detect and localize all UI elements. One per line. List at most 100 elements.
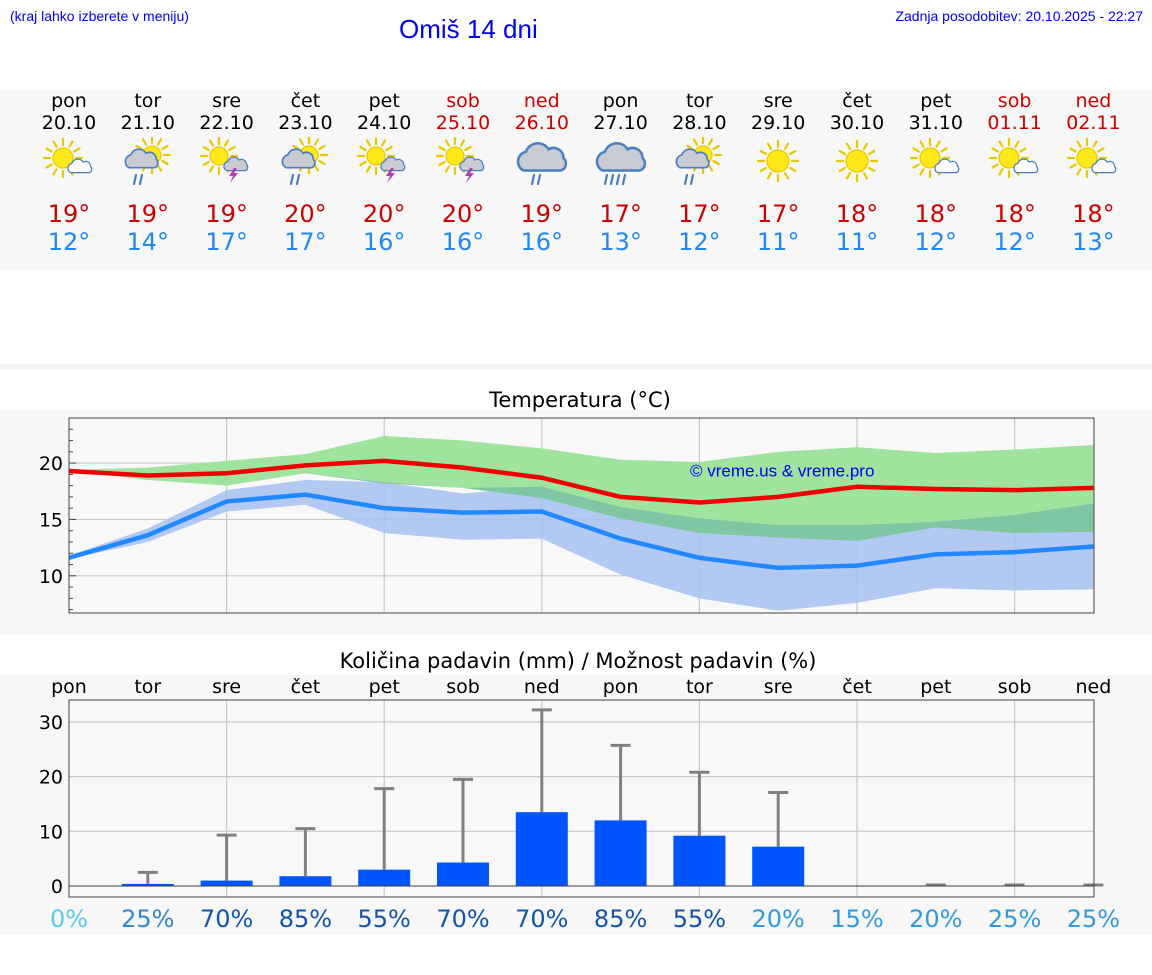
plot-frame: [68, 417, 1095, 614]
min-temp-band: [69, 479, 1094, 611]
separator: [0, 364, 1152, 370]
day-date: 29.10: [750, 112, 806, 134]
y-tick-label: 30: [39, 712, 63, 734]
day-name: sre: [763, 90, 793, 112]
sun-partly-cloudy-icon: [1067, 137, 1117, 179]
day-name: tor: [134, 90, 162, 112]
sun-icon: [757, 139, 800, 183]
day-date: 24.10: [356, 112, 412, 134]
y-tick-label: 0: [51, 876, 63, 898]
precip-bar: [437, 862, 489, 887]
precip-probability: 70%: [436, 905, 489, 933]
forecast-day: pet 24.10 20° 16°: [345, 90, 423, 256]
sun-partly-cloudy-icon: [42, 137, 93, 179]
day-date: 27.10: [593, 112, 648, 134]
day-name: pon: [602, 90, 639, 112]
precipitation-chart: 0 10 20 30 pon tor sre čet pet sob ned pon tor sre čet…: [39, 676, 1120, 933]
sun-cloud-rain-icon: [281, 137, 329, 186]
forecast-day: sre 22.10 19° 17°: [188, 90, 266, 256]
precip-probability: 85%: [594, 905, 647, 933]
precip-bar: [673, 835, 726, 887]
max-temp: 18°: [835, 200, 879, 228]
precip-bar: [515, 812, 568, 887]
day-name: sre: [212, 90, 242, 112]
min-temp: 13°: [599, 228, 642, 256]
precip-probability: 70%: [515, 905, 568, 933]
day-date: 01.11: [987, 112, 1042, 134]
x-tick-label: sob: [998, 676, 1032, 698]
precip-bar: [358, 869, 411, 887]
min-temp: 12°: [678, 228, 721, 256]
max-temp: 19°: [205, 200, 248, 228]
day-name: pet: [368, 90, 400, 112]
max-temp-line: [68, 458, 1094, 505]
sun-cloud-rain-icon: [124, 137, 171, 186]
y-tick-label: 10: [39, 821, 63, 843]
forecast-day: sre 29.10 17° 11°: [739, 90, 817, 256]
day-name: tor: [685, 90, 713, 112]
min-temp: 16°: [441, 228, 485, 256]
day-date: 21.10: [120, 112, 175, 134]
sun-cloud-thunder-icon: [435, 137, 485, 183]
precip-probability: 20%: [909, 905, 962, 933]
precipitation-chart-title: Količina padavin (mm) / Možnost padavin …: [339, 649, 817, 673]
forecast-day: ned 26.10 19° 16°: [503, 90, 581, 256]
min-temp: 12°: [914, 228, 958, 256]
min-temp: 11°: [835, 228, 879, 256]
max-temp: 17°: [599, 200, 642, 228]
sun-partly-cloudy-icon: [988, 137, 1038, 179]
x-tick-label: ned: [1076, 676, 1112, 698]
x-tick-label: pet: [920, 676, 951, 698]
day-date: 23.10: [278, 112, 333, 134]
x-tick-label: pon: [603, 676, 639, 698]
location-hint: (kraj lahko izberete v meniju): [10, 8, 189, 24]
day-date: 02.11: [1066, 112, 1121, 134]
day-name: ned: [523, 90, 560, 112]
sun-cloud-thunder-icon: [199, 137, 248, 183]
x-tick-label: pon: [51, 676, 87, 698]
x-tick-label: ned: [524, 676, 560, 698]
min-temp: 17°: [205, 228, 248, 256]
min-temp: 17°: [284, 228, 327, 256]
sun-cloud-thunder-icon: [357, 137, 406, 183]
y-tick-label: 15: [39, 509, 63, 531]
day-name: sob: [446, 90, 480, 112]
forecast-day: sob 25.10 20° 16°: [424, 90, 502, 256]
precip-probability: 20%: [752, 905, 805, 933]
x-tick-label: pet: [369, 676, 400, 698]
min-temp: 12°: [993, 228, 1036, 256]
precip-bar: [279, 876, 332, 887]
max-temp: 17°: [756, 200, 800, 228]
max-temp: 18°: [1072, 200, 1115, 228]
max-temp: 20°: [362, 200, 406, 228]
min-temp: 13°: [1072, 228, 1115, 256]
min-temp: 16°: [520, 228, 564, 256]
forecast-day: tor 21.10 19° 14°: [109, 90, 187, 256]
day-date: 22.10: [199, 112, 254, 134]
precip-probability: 70%: [200, 905, 253, 933]
forecast-days-band: [0, 90, 1152, 270]
max-temp: 18°: [914, 200, 958, 228]
day-name: čet: [290, 90, 321, 112]
forecast-day: ned 02.11 18° 13°: [1054, 90, 1132, 256]
max-temp: 18°: [993, 200, 1036, 228]
y-tick-label: 20: [39, 453, 63, 475]
day-name: pet: [920, 90, 952, 112]
x-tick-label: sob: [446, 676, 480, 698]
day-date: 25.10: [435, 112, 491, 134]
sun-cloud-rain-icon: [675, 137, 723, 186]
precip-probability: 25%: [988, 905, 1041, 933]
forecast-day: tor 28.10 17° 12°: [660, 90, 738, 256]
max-temp: 17°: [678, 200, 721, 228]
precip-bar: [594, 820, 647, 887]
precip-bar: [752, 846, 805, 887]
precip-bar: [200, 880, 253, 887]
temperature-chart-title: Temperatura (°C): [489, 388, 671, 412]
min-temp-line: [68, 492, 1094, 571]
max-temp: 20°: [284, 200, 327, 228]
forecast-day: sob 01.11 18° 12°: [976, 90, 1054, 256]
x-tick-label: čet: [842, 676, 872, 698]
cloud-rain-icon: [516, 142, 567, 186]
sun-partly-cloudy-icon: [909, 137, 960, 179]
min-temp: 12°: [47, 228, 91, 256]
